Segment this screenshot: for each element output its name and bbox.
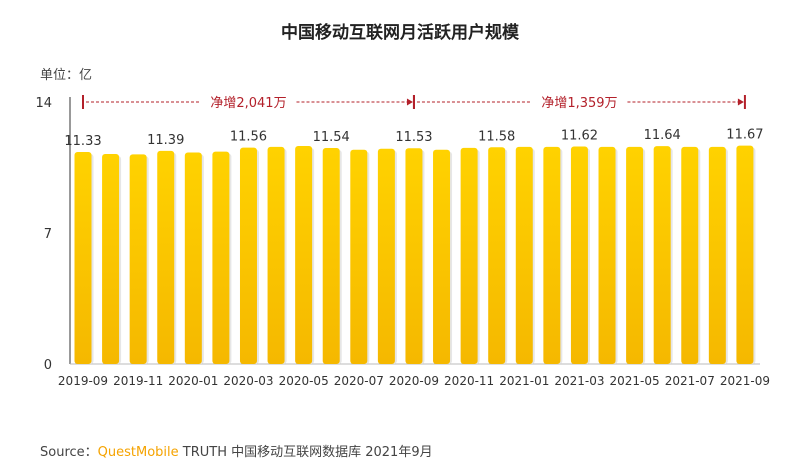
- bar: [212, 151, 230, 364]
- x-tick-label: 2020-07: [334, 374, 384, 388]
- x-tick-label: 2019-09: [58, 374, 108, 388]
- bar: [74, 151, 92, 364]
- x-tick-label: 2020-01: [168, 374, 218, 388]
- bar: [184, 152, 202, 364]
- data-label: 11.39: [147, 133, 184, 148]
- bar: [708, 146, 726, 364]
- annotation-arrow: [737, 98, 744, 106]
- bar: [570, 146, 588, 364]
- bar: [350, 149, 368, 364]
- annotation-label: 净增2,041万: [210, 96, 286, 111]
- x-tick-label: 2021-09: [720, 374, 770, 388]
- x-tick-label: 2021-07: [665, 374, 715, 388]
- source-brand: QuestMobile: [97, 445, 179, 460]
- unit-label: 单位：亿: [40, 68, 93, 83]
- data-label: 11.58: [478, 129, 515, 144]
- x-tick-label: 2021-03: [554, 374, 604, 388]
- x-tick-label: 2021-01: [499, 374, 549, 388]
- y-tick-label: 0: [44, 358, 52, 373]
- data-label: 11.54: [313, 130, 350, 145]
- bar: [626, 146, 644, 364]
- source-suffix: TRUTH 中国移动互联网数据库 2021年9月: [178, 445, 433, 460]
- bar: [405, 148, 423, 364]
- x-tick-label: 2020-11: [444, 374, 494, 388]
- y-tick-label: 14: [35, 96, 52, 111]
- bar: [239, 147, 257, 364]
- data-label: 11.64: [644, 128, 681, 143]
- bar: [322, 148, 340, 364]
- data-label: 11.56: [230, 130, 267, 145]
- bar: [543, 146, 561, 364]
- x-tick-label: 2020-09: [389, 374, 439, 388]
- bar: [598, 146, 616, 364]
- source-note: Source：QuestMobile TRUTH 中国移动互联网数据库 2021…: [40, 441, 433, 460]
- data-label: 11.67: [726, 128, 763, 143]
- bar: [736, 145, 754, 364]
- bar: [488, 147, 506, 364]
- x-tick-label: 2019-11: [113, 374, 163, 388]
- source-prefix: Source：: [40, 445, 98, 460]
- bar: [295, 145, 313, 364]
- data-label: 11.62: [561, 129, 598, 144]
- y-tick-label: 7: [44, 227, 52, 242]
- bar: [129, 154, 147, 364]
- bar: [433, 149, 451, 364]
- bar: [460, 147, 478, 364]
- data-label: 11.33: [64, 134, 101, 149]
- data-label: 11.53: [395, 130, 432, 145]
- bar: [377, 148, 395, 364]
- bar: [681, 146, 699, 364]
- bar: [267, 146, 285, 364]
- annotation-label: 净增1,359万: [541, 96, 617, 111]
- x-tick-label: 2020-05: [279, 374, 329, 388]
- bar: [157, 150, 175, 364]
- bar: [653, 146, 671, 364]
- bar: [102, 154, 120, 364]
- x-tick-label: 2021-05: [610, 374, 660, 388]
- bar: [515, 146, 533, 364]
- chart-title: 中国移动互联网月活跃用户规模: [281, 23, 519, 43]
- annotation-arrow: [406, 98, 413, 106]
- x-tick-label: 2020-03: [223, 374, 273, 388]
